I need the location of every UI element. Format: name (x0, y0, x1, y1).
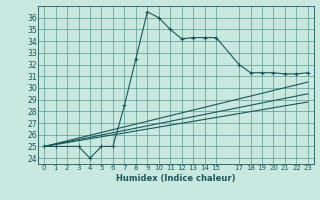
X-axis label: Humidex (Indice chaleur): Humidex (Indice chaleur) (116, 174, 236, 183)
